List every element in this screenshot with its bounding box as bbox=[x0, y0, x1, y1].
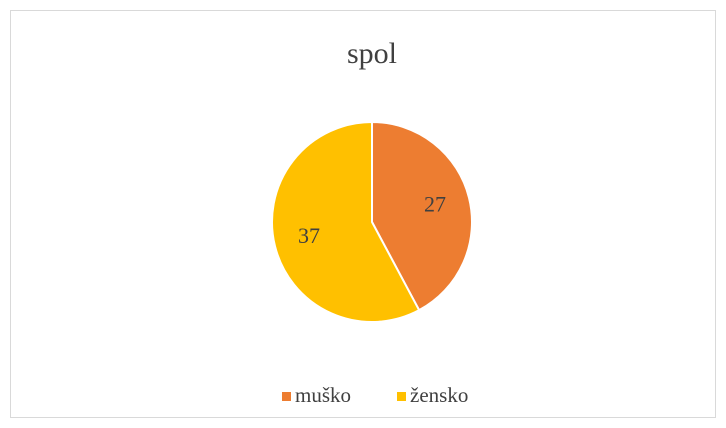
chart-title: spol bbox=[347, 37, 397, 70]
data-label: 27 bbox=[424, 191, 446, 216]
data-label: 37 bbox=[298, 223, 320, 248]
pie-slice bbox=[271, 120, 421, 323]
legend-label: žensko bbox=[410, 383, 468, 407]
legend-swatch bbox=[397, 392, 406, 401]
legend-swatch bbox=[282, 392, 291, 401]
legend-label: muško bbox=[295, 383, 351, 407]
pie-slice bbox=[371, 120, 473, 312]
